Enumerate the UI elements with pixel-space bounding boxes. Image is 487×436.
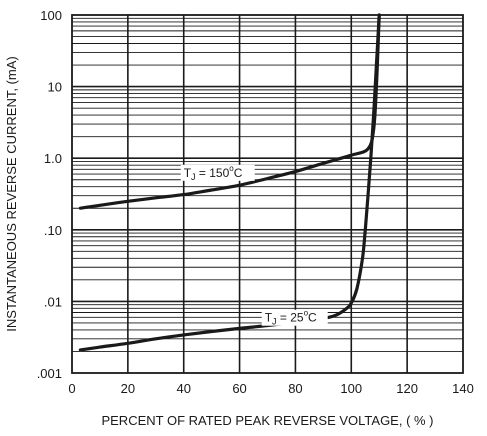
x-tick-label: 40 (176, 381, 190, 396)
y-axis-title: INSTANTANEOUS REVERSE CURRENT, (mA) (4, 56, 19, 331)
y-tick-label: 1.0 (44, 151, 62, 166)
x-tick-label: 100 (340, 381, 362, 396)
series-label-25c: TJ = 25oC (265, 309, 317, 327)
series-label-150c: TJ = 150oC (184, 164, 243, 182)
x-tick-label: 140 (452, 381, 474, 396)
series-line-25c (78, 13, 381, 352)
y-tick-label: .001 (37, 366, 62, 381)
x-tick-label: 120 (396, 381, 418, 396)
series-label-background (180, 164, 255, 181)
x-tick-label: 60 (232, 381, 246, 396)
x-tick-labels: 0 20 40 60 80 100 120 140 (68, 381, 473, 396)
y-tick-label: .01 (44, 294, 62, 309)
series-curves (78, 13, 381, 352)
y-tick-label: 100 (40, 8, 62, 23)
plot-frame (71, 14, 464, 374)
x-tick-label: 80 (288, 381, 302, 396)
x-axis-title: PERCENT OF RATED PEAK REVERSE VOLTAGE, (… (101, 413, 433, 428)
series-label-background (261, 309, 328, 326)
y-tick-labels: .001 .01 .10 1.0 10 100 (37, 8, 62, 381)
y-tick-label: .10 (44, 223, 62, 238)
x-tick-label: 0 (68, 381, 75, 396)
x-tick-label: 20 (121, 381, 135, 396)
series-labels: TJ = 150oC TJ = 25oC (180, 164, 328, 327)
y-tick-label: 10 (48, 80, 62, 95)
